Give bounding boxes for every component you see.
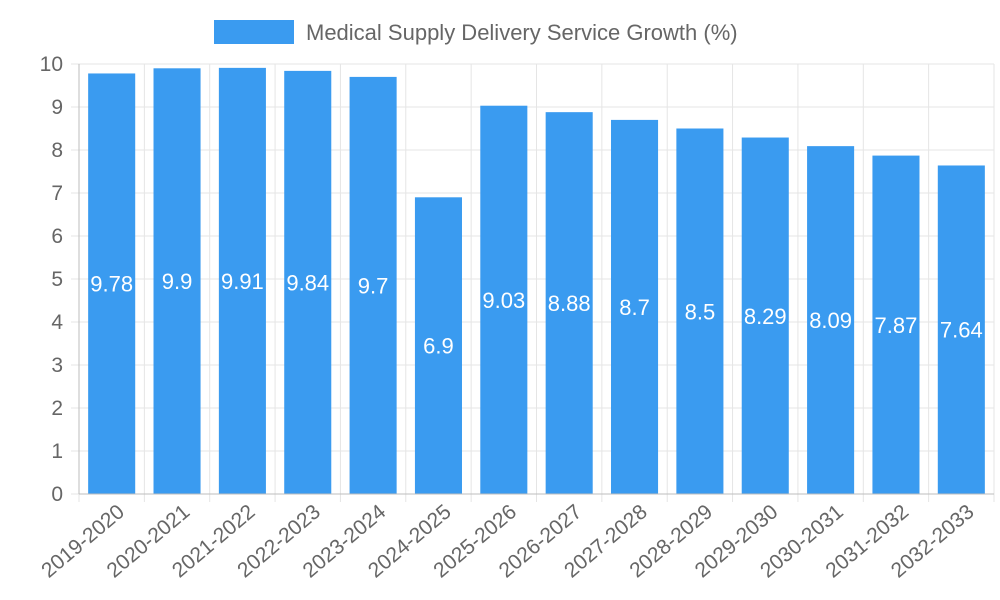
legend[interactable]: Medical Supply Delivery Service Growth (… xyxy=(214,20,738,45)
bar-2027-2028[interactable] xyxy=(611,119,659,495)
bar-2031-2032[interactable] xyxy=(872,155,920,494)
y-tick-label: 4 xyxy=(51,311,63,334)
bar-2029-2030[interactable] xyxy=(741,137,789,494)
y-tick-label: 6 xyxy=(51,225,63,248)
y-tick-label: 8 xyxy=(51,139,63,162)
bar-value-label: 7.87 xyxy=(875,313,918,338)
legend-swatch xyxy=(214,20,294,44)
bar-2021-2022[interactable] xyxy=(218,67,266,495)
bar-2022-2023[interactable] xyxy=(284,70,332,494)
bars xyxy=(88,67,985,495)
bar-value-label: 8.7 xyxy=(619,295,650,320)
bar-value-label: 6.9 xyxy=(423,334,454,359)
y-tick-label: 3 xyxy=(51,354,63,377)
legend-label: Medical Supply Delivery Service Growth (… xyxy=(306,20,738,45)
bar-value-label: 8.29 xyxy=(744,304,787,329)
bar-2024-2025[interactable] xyxy=(414,197,462,495)
bar-2026-2027[interactable] xyxy=(545,112,593,494)
x-axis-ticks: 2019-20202020-20212021-20222022-20232023… xyxy=(37,500,978,582)
bar-value-label: 9.7 xyxy=(358,273,389,298)
y-tick-label: 0 xyxy=(51,483,63,506)
y-tick-label: 7 xyxy=(51,182,63,205)
y-tick-label: 2 xyxy=(51,397,63,420)
bar-2028-2029[interactable] xyxy=(676,128,724,495)
bar-value-label: 7.64 xyxy=(940,318,983,343)
bar-value-label: 9.84 xyxy=(286,270,329,295)
bar-value-label: 8.09 xyxy=(809,308,852,333)
bar-2025-2026[interactable] xyxy=(480,105,528,495)
bar-2019-2020[interactable] xyxy=(88,73,136,495)
bar-2020-2021[interactable] xyxy=(153,68,201,495)
bar-value-label: 8.88 xyxy=(548,291,591,316)
bar-value-label: 9.9 xyxy=(162,269,193,294)
bar-2030-2031[interactable] xyxy=(807,146,855,494)
bar-value-label: 9.91 xyxy=(221,269,264,294)
bar-2032-2033[interactable] xyxy=(937,165,985,495)
y-tick-label: 1 xyxy=(51,440,63,463)
y-axis-ticks: 0 1 2 3 4 5 6 7 8 9 10 xyxy=(40,53,64,506)
bar-value-labels: 9.78 9.9 9.91 9.84 9.7 6.9 9.03 8.88 8.7 8.5 8.29 8… xyxy=(90,269,982,359)
bar-value-label: 8.5 xyxy=(685,299,716,324)
grid-lines xyxy=(71,63,995,502)
bar-2023-2024[interactable] xyxy=(349,76,397,495)
y-tick-label: 5 xyxy=(51,268,63,291)
y-tick-label: 9 xyxy=(51,96,63,119)
bar-value-label: 9.03 xyxy=(482,288,525,313)
bar-value-label: 9.78 xyxy=(90,272,133,297)
y-tick-label: 10 xyxy=(40,53,63,76)
